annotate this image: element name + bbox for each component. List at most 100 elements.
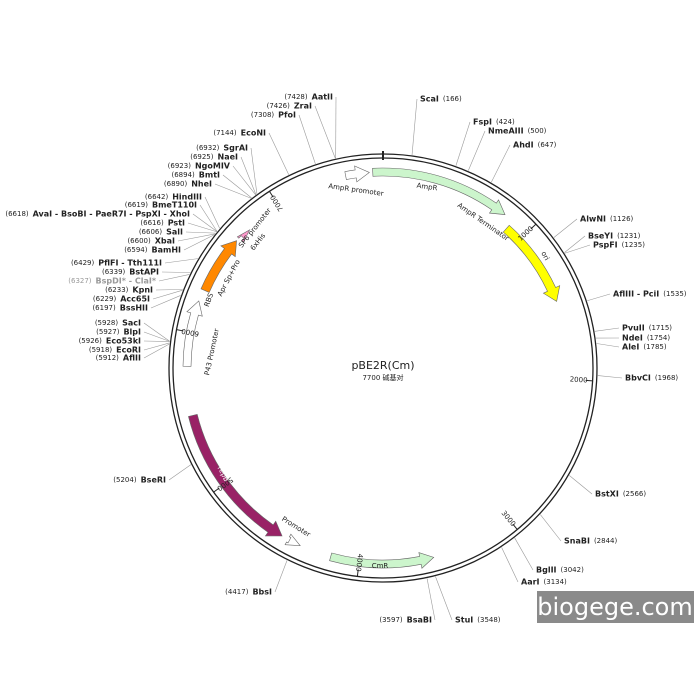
site-position: (3597) [379,616,403,624]
site-position: (6197) [92,304,116,312]
site-position: (6932) [196,144,220,152]
site-name: SgrAI [223,144,248,153]
site-name: StuI [455,616,473,625]
site-position: (6233) [105,286,129,294]
site-leader [183,234,215,251]
site-position: (3134) [544,578,568,586]
site-position: (6923) [168,162,192,170]
site-name: BsaBI [407,616,432,625]
tick-mark [356,569,359,577]
site-leader [411,98,418,155]
site-position: (5204) [113,476,137,484]
site-name: PspFI [593,241,618,250]
site-name: KpnI [132,286,153,295]
site-name: PstI [168,219,185,228]
plasmid-title: pBE2R(Cm) [351,359,414,372]
site-position: (1785) [643,343,667,351]
site-leader [232,165,256,195]
feature-arrow [329,552,435,569]
tick-mark [530,223,537,230]
feature-arrow [236,229,251,243]
site-name: BbvCI [625,374,651,383]
site-position: (6618) [5,210,29,218]
feature-arrow [284,533,301,546]
watermark-box [537,591,694,623]
site-name: NaeI [218,153,239,162]
site-leader [185,231,216,234]
site-position: (647) [538,141,557,149]
site-leader [240,156,257,195]
site-position: (1968) [655,374,679,382]
feature-label: CmR [372,562,389,570]
site-leader [597,375,623,379]
site-leader [161,271,191,273]
site-position: (6616) [140,219,164,227]
site-leader [152,289,183,300]
site-position: (6429) [71,259,95,267]
site-position: (1535) [663,290,687,298]
site-leader [143,340,170,342]
site-leader [298,114,316,165]
site-leader [164,258,198,264]
site-name: Acc65I [120,295,150,304]
site-name: AflII [123,354,141,363]
site-position: (500) [528,127,547,135]
site-name: SalI [166,228,183,237]
site-leader [204,196,220,229]
tick-label: 6000 [181,327,200,338]
site-name: NgoMIV [195,162,231,171]
site-leader [187,222,217,233]
site-position: (6606) [139,228,163,236]
site-position: (5912) [96,354,120,362]
site-name: BmtI [199,171,220,180]
site-position: (5928) [95,319,119,327]
plasmid-length: 7700 碱基对 [362,373,403,382]
site-leader [596,343,620,348]
site-position: (166) [443,95,462,103]
site-name: PflFI - Tth111I [98,259,162,268]
feature-arrow [502,224,561,302]
site-leader [192,213,218,232]
site-leader [594,327,620,332]
features [182,165,561,569]
site-leader [553,218,578,238]
site-position: (6339) [102,268,126,276]
site-position: (3042) [561,566,585,574]
site-name: AflIII - PciI [613,290,659,299]
site-position: (6619) [125,201,149,209]
site-name: HindIII [172,193,202,202]
site-leader [564,235,586,253]
site-position: (5926) [79,337,103,345]
site-name: AhdI [513,141,534,150]
site-position: (1754) [647,334,671,342]
site-leader [222,174,252,199]
site-name: NdeI [622,334,643,343]
site-position: (7144) [213,129,237,137]
site-name: SnaBI [564,537,590,546]
site-position: (7428) [284,93,308,101]
site-name: FspI [473,118,492,127]
site-name: BseRI [141,476,166,485]
site-position: (6229) [93,295,117,303]
tick-label: 4000 [354,553,364,572]
site-leader [540,514,562,542]
site-name: BseYI [588,232,613,241]
site-name: BlpI [123,328,141,337]
feature-arrow [372,167,506,215]
site-name: NmeAIII [488,127,524,136]
site-name: PfoI [278,111,296,120]
site-position: (7426) [267,102,291,110]
site-position: (1231) [617,232,641,240]
feature-label: AmpR [416,182,438,193]
site-name: AvaI - BsoBI - PaeR7I - PspXI - XhoI [33,210,190,219]
feature-arrow [182,300,203,367]
watermark: biogege.com [537,593,692,621]
site-leader [143,331,170,342]
site-leader [501,547,519,583]
site-name: EcoNI [241,129,266,138]
site-name: AleI [622,343,639,352]
site-name: BbsI [252,588,272,597]
site-position: (3548) [477,616,501,624]
